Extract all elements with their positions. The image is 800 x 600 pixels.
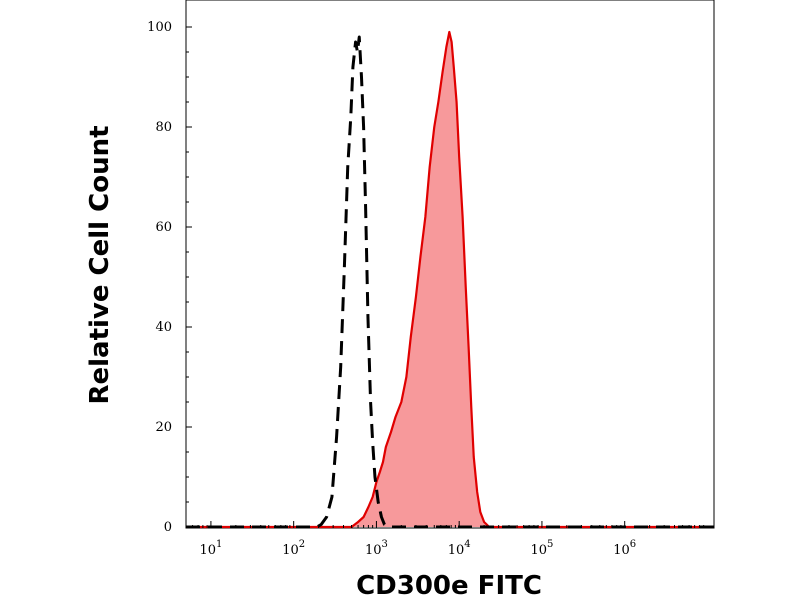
y-tick-label: 40 bbox=[155, 320, 172, 335]
y-tick-label: 60 bbox=[155, 220, 172, 235]
y-tick-label: 80 bbox=[155, 120, 172, 135]
y-tick-label: 20 bbox=[155, 420, 172, 435]
x-tick-label: 106 bbox=[613, 539, 636, 558]
control-histogram-line bbox=[186, 35, 714, 529]
x-tick-label: 101 bbox=[199, 539, 222, 558]
x-axis-label: CD300e FITC bbox=[356, 571, 542, 600]
x-tick-label: 105 bbox=[530, 539, 553, 558]
x-tick-label: 104 bbox=[448, 539, 471, 558]
y-tick-label: 0 bbox=[164, 520, 172, 535]
tick-layer: 0 20 40 60 80 100 101 102 103 104 105 106 bbox=[147, 20, 705, 558]
series-layer bbox=[186, 30, 714, 529]
x-tick-label: 103 bbox=[365, 539, 388, 558]
stained-histogram-area bbox=[186, 32, 714, 527]
x-tick-label: 102 bbox=[282, 539, 305, 558]
y-axis-label: Relative Cell Count bbox=[85, 125, 115, 404]
stained-histogram-line bbox=[186, 30, 714, 529]
y-tick-label: 100 bbox=[147, 20, 172, 35]
